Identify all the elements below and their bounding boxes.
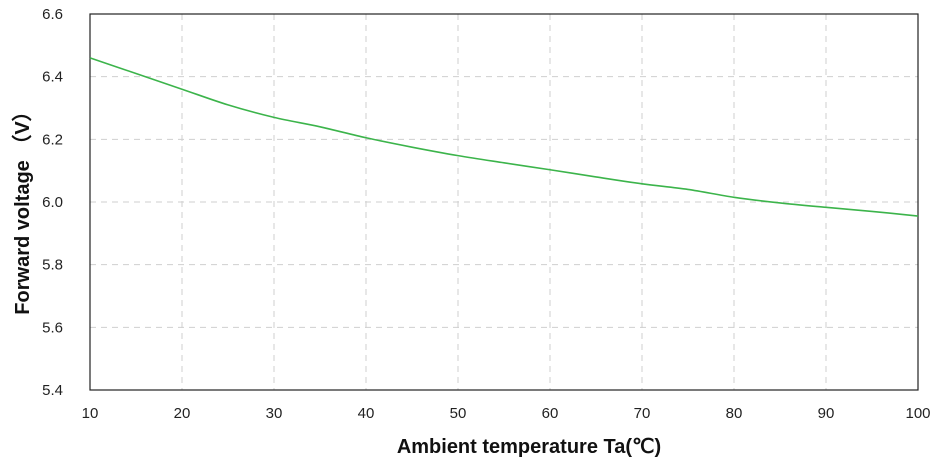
series-line xyxy=(89,57,919,217)
y-tick-label: 6.2 xyxy=(42,131,63,148)
x-tick-label: 80 xyxy=(726,405,743,422)
x-tick-labels: 10 20 30 40 50 60 70 80 90 100 xyxy=(82,405,931,422)
x-tick-label: 100 xyxy=(905,405,930,422)
plot-area-frame xyxy=(89,13,919,391)
x-axis-title: Ambient temperature Ta(℃) xyxy=(397,436,661,458)
x-tick-label: 30 xyxy=(266,405,283,422)
y-axis-title: Forward voltage （V） xyxy=(11,101,34,314)
y-tick-label: 5.6 xyxy=(42,319,63,336)
series-layer xyxy=(89,57,919,217)
y-tick-label: 5.4 xyxy=(42,382,63,399)
y-tick-label: 6.0 xyxy=(42,194,63,211)
x-tick-label: 50 xyxy=(450,405,467,422)
grid-layer xyxy=(90,14,918,390)
y-tick-label: 6.4 xyxy=(42,69,63,86)
x-tick-label: 60 xyxy=(542,405,559,422)
x-tick-label: 20 xyxy=(174,405,191,422)
x-tick-label: 90 xyxy=(818,405,835,422)
x-tick-label: 70 xyxy=(634,405,651,422)
x-tick-label: 10 xyxy=(82,405,99,422)
y-tick-label: 6.6 xyxy=(42,6,63,23)
x-tick-label: 40 xyxy=(358,405,375,422)
y-tick-labels: 5.4 5.6 5.8 6.0 6.2 6.4 6.6 xyxy=(42,6,63,399)
y-tick-label: 5.8 xyxy=(42,257,63,274)
